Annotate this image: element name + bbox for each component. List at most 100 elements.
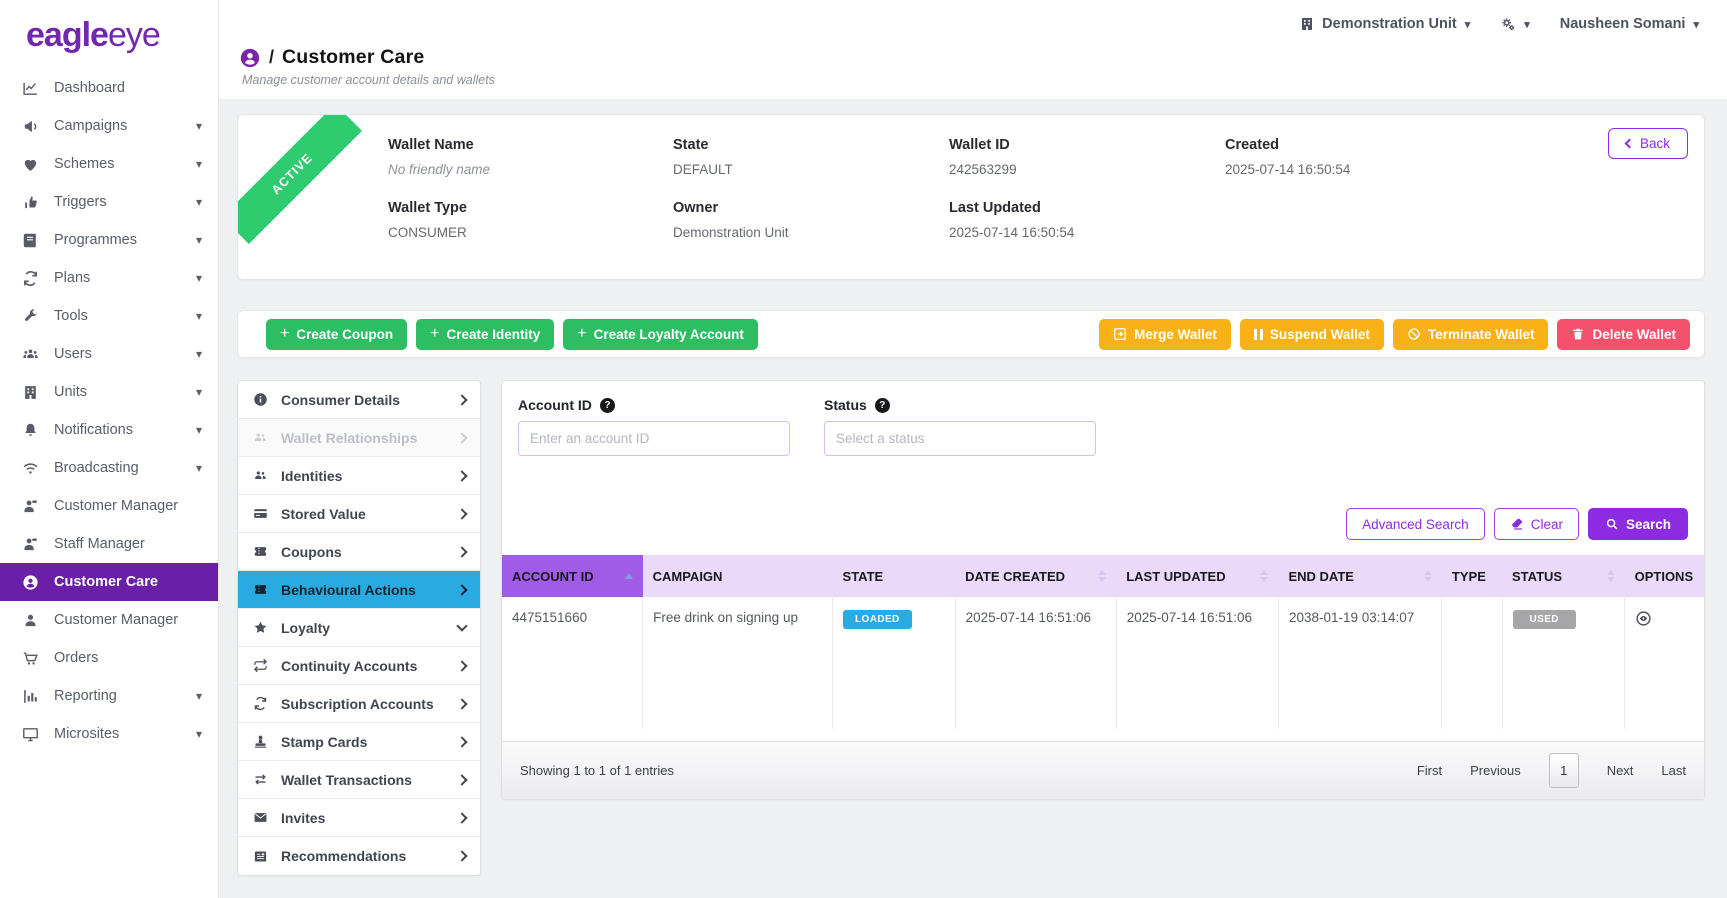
create-identity-button[interactable]: + Create Identity bbox=[416, 318, 555, 350]
column-header-options[interactable]: OPTIONS bbox=[1624, 555, 1704, 597]
sidebar-item-programmes[interactable]: Programmes ▾ bbox=[0, 221, 218, 259]
sidebar-item-label: Customer Care bbox=[54, 574, 158, 590]
submenu-item-behavioural-actions[interactable]: Behavioural Actions bbox=[238, 571, 480, 609]
sidebar-item-broadcasting[interactable]: Broadcasting ▾ bbox=[0, 449, 218, 487]
sidebar-item-dashboard[interactable]: Dashboard bbox=[0, 69, 218, 107]
user-menu[interactable]: Nausheen Somani ▾ bbox=[1560, 16, 1699, 32]
star-icon bbox=[253, 620, 273, 635]
submenu-item-wallet-transactions[interactable]: Wallet Transactions bbox=[238, 761, 480, 799]
gears-icon bbox=[1502, 18, 1515, 31]
sidebar-item-customer-manager-2[interactable]: Customer Manager bbox=[0, 601, 218, 639]
field-value: Demonstration Unit bbox=[673, 225, 789, 240]
account-id-input[interactable] bbox=[518, 421, 790, 456]
search-button[interactable]: Search bbox=[1587, 508, 1688, 540]
sidebar-item-units[interactable]: Units ▾ bbox=[0, 373, 218, 411]
submenu-item-label: Wallet Transactions bbox=[281, 771, 412, 788]
pagination-first[interactable]: First bbox=[1416, 763, 1443, 778]
column-header-end-date[interactable]: END DATE bbox=[1278, 555, 1442, 597]
pagination-page-1[interactable]: 1 bbox=[1548, 753, 1579, 788]
caret-down-icon: ▾ bbox=[195, 727, 202, 741]
sidebar-item-notifications[interactable]: Notifications ▾ bbox=[0, 411, 218, 449]
submenu-item-stamp-cards[interactable]: Stamp Cards bbox=[238, 723, 480, 761]
sidebar-item-schemes[interactable]: Schemes ▾ bbox=[0, 145, 218, 183]
settings-menu[interactable]: ▾ bbox=[1500, 16, 1530, 32]
column-header-status[interactable]: STATUS bbox=[1502, 555, 1625, 597]
ticket-icon bbox=[253, 582, 273, 597]
button-label: Clear bbox=[1530, 516, 1563, 532]
caret-down-icon: ▾ bbox=[1524, 18, 1530, 31]
help-icon[interactable]: ? bbox=[874, 397, 890, 413]
sidebar-item-reporting[interactable]: Reporting ▾ bbox=[0, 677, 218, 715]
column-header-type[interactable]: TYPE bbox=[1441, 555, 1503, 597]
submenu-item-stored-value[interactable]: Stored Value bbox=[238, 495, 480, 533]
pagination-previous[interactable]: Previous bbox=[1470, 763, 1521, 778]
view-details-button[interactable] bbox=[1635, 610, 1652, 627]
submenu-item-invites[interactable]: Invites bbox=[238, 799, 480, 837]
user-tag-icon bbox=[19, 536, 41, 553]
caret-down-icon: ▾ bbox=[195, 689, 202, 703]
wallet-fields: Wallet Name No friendly name State DEFAU… bbox=[388, 115, 1350, 279]
chevron-right-icon bbox=[456, 431, 468, 444]
create-loyalty-account-button[interactable]: + Create Loyalty Account bbox=[563, 318, 758, 350]
create-coupon-button[interactable]: + Create Coupon bbox=[266, 318, 408, 350]
delete-wallet-button[interactable]: Delete Wallet bbox=[1557, 318, 1690, 350]
status-select[interactable] bbox=[824, 421, 1096, 456]
sidebar-item-tools[interactable]: Tools ▾ bbox=[0, 297, 218, 335]
clear-button[interactable]: Clear bbox=[1493, 508, 1579, 540]
submenu-item-continuity-accounts[interactable]: Continuity Accounts bbox=[238, 647, 480, 685]
submenu-item-loyalty[interactable]: Loyalty bbox=[238, 609, 480, 647]
sidebar-item-plans[interactable]: Plans ▾ bbox=[0, 259, 218, 297]
submenu-item-identities[interactable]: Identities bbox=[238, 457, 480, 495]
pagination-last[interactable]: Last bbox=[1661, 763, 1686, 778]
column-header-campaign[interactable]: CAMPAIGN bbox=[642, 555, 833, 597]
merge-wallet-button[interactable]: Merge Wallet bbox=[1099, 318, 1231, 350]
unit-selector[interactable]: Demonstration Unit ▾ bbox=[1299, 16, 1470, 32]
sidebar-item-campaigns[interactable]: Campaigns ▾ bbox=[0, 107, 218, 145]
sidebar-item-microsites[interactable]: Microsites ▾ bbox=[0, 715, 218, 753]
cell-options bbox=[1624, 597, 1704, 729]
sidebar-item-staff-manager[interactable]: Staff Manager bbox=[0, 525, 218, 563]
user-circle-icon bbox=[19, 574, 41, 591]
column-header-account-id[interactable]: ACCOUNT ID bbox=[502, 555, 643, 597]
owner-field: Owner Demonstration Unit bbox=[673, 200, 949, 240]
cell-last-updated: 2025-07-14 16:51:06 bbox=[1116, 597, 1279, 729]
sidebar-item-label: Notifications bbox=[54, 422, 133, 438]
submenu-item-subscription-accounts[interactable]: Subscription Accounts bbox=[238, 685, 480, 723]
pagination-next[interactable]: Next bbox=[1606, 763, 1634, 778]
sidebar-item-label: Users bbox=[54, 346, 92, 362]
submenu-item-recommendations[interactable]: Recommendations bbox=[238, 837, 480, 875]
column-header-last-updated[interactable]: LAST UPDATED bbox=[1116, 555, 1279, 597]
sidebar-item-customer-manager[interactable]: Customer Manager bbox=[0, 487, 218, 525]
help-icon[interactable]: ? bbox=[599, 397, 615, 413]
used-badge: USED bbox=[1512, 610, 1576, 629]
suspend-wallet-button[interactable]: Suspend Wallet bbox=[1239, 318, 1384, 350]
stamp-icon bbox=[253, 734, 273, 749]
column-header-date-created[interactable]: DATE CREATED bbox=[955, 555, 1117, 597]
caret-down-icon: ▾ bbox=[195, 233, 202, 247]
chevron-down-icon bbox=[456, 619, 468, 632]
field-value: 2025-07-14 16:50:54 bbox=[1225, 162, 1351, 177]
field-value: 242563299 bbox=[949, 162, 1017, 177]
sidebar-item-label: Customer Manager bbox=[54, 612, 179, 628]
column-header-state[interactable]: STATE bbox=[832, 555, 956, 597]
user-icon bbox=[19, 612, 41, 629]
submenu-item-consumer-details[interactable]: Consumer Details bbox=[238, 381, 480, 419]
submenu-item-coupons[interactable]: Coupons bbox=[238, 533, 480, 571]
wallet-type-field: Wallet Type CONSUMER bbox=[388, 200, 673, 240]
sidebar-item-customer-care[interactable]: Customer Care bbox=[0, 563, 218, 601]
sidebar-item-orders[interactable]: Orders bbox=[0, 639, 218, 677]
field-value: No friendly name bbox=[388, 162, 491, 177]
chevron-right-icon bbox=[456, 507, 468, 520]
advanced-search-button[interactable]: Advanced Search bbox=[1346, 508, 1485, 540]
credit-card-icon bbox=[253, 506, 273, 521]
users-icon bbox=[253, 430, 273, 445]
terminate-wallet-button[interactable]: Terminate Wallet bbox=[1392, 318, 1549, 350]
submenu-item-label: Coupons bbox=[281, 543, 342, 560]
loaded-badge: LOADED bbox=[843, 610, 912, 629]
back-button[interactable]: Back bbox=[1607, 128, 1688, 159]
sidebar-item-triggers[interactable]: Triggers ▾ bbox=[0, 183, 218, 221]
button-label: Suspend Wallet bbox=[1269, 326, 1370, 342]
behavioural-actions-panel: Account ID ? Status ? bbox=[501, 380, 1705, 800]
main-area: Demonstration Unit ▾ ▾ Nausheen Somani ▾… bbox=[219, 0, 1727, 898]
sidebar-item-users[interactable]: Users ▾ bbox=[0, 335, 218, 373]
